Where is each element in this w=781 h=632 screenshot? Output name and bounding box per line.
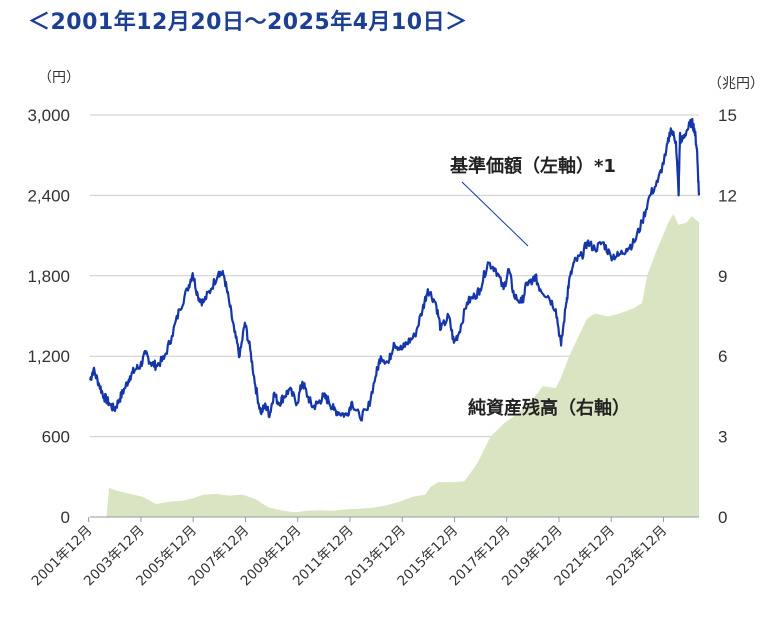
left-tick-label: 0 — [61, 508, 70, 527]
axes-layer — [88, 516, 699, 522]
right-tick-label: 3 — [718, 428, 727, 447]
right-axis-ticks: 0 3 6 9 12 15 — [718, 106, 737, 527]
price-line-layer — [88, 117, 701, 422]
left-tick-label: 1,800 — [27, 267, 70, 286]
left-tick-label: 600 — [42, 428, 70, 447]
left-axis-unit: （円） — [38, 70, 80, 86]
assets-annotation: 純資産残高（右軸） — [468, 397, 630, 419]
right-tick-label: 6 — [718, 347, 727, 366]
left-axis-ticks: 0 600 1,200 1,800 2,400 3,000 — [27, 106, 70, 527]
price-line — [88, 117, 701, 422]
assets-area-layer — [90, 213, 699, 518]
assets-area — [90, 213, 699, 518]
left-tick-label: 3,000 — [27, 106, 70, 125]
right-axis-unit: （兆円） — [708, 76, 764, 92]
price-annotation: 基準価額（左軸）*1 — [449, 155, 616, 177]
chart-title: ＜2001年12月20日～2025年4月10日＞ — [28, 10, 468, 35]
left-tick-label: 2,400 — [27, 186, 70, 205]
right-tick-label: 12 — [718, 186, 737, 205]
right-tick-label: 9 — [718, 267, 727, 286]
price-annotation-leader — [461, 181, 529, 247]
left-tick-label: 1,200 — [27, 347, 70, 366]
right-tick-label: 15 — [718, 106, 737, 125]
x-axis-ticks: 2001年12月2003年12月2005年12月2007年12月2009年12月… — [29, 523, 671, 590]
right-tick-label: 0 — [718, 508, 727, 527]
